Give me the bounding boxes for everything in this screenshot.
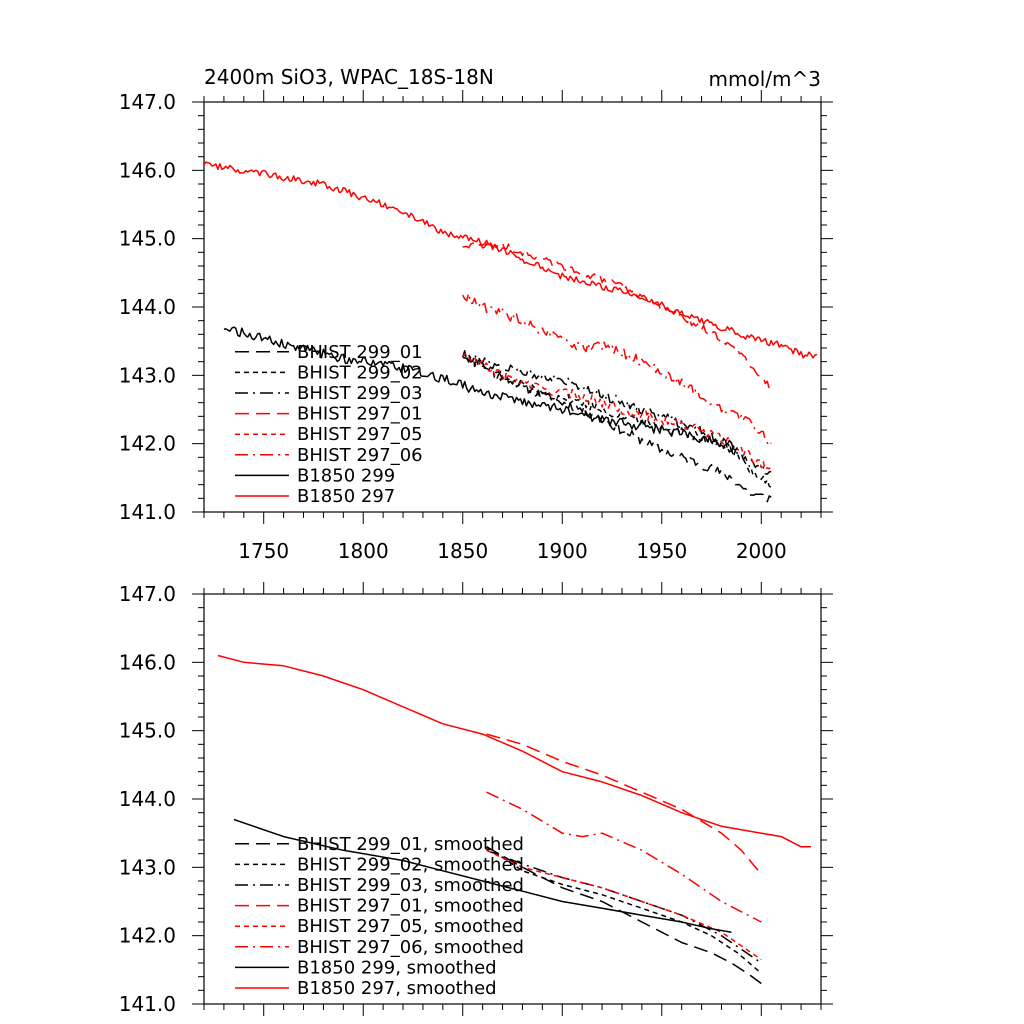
series-line xyxy=(486,849,762,961)
series-line xyxy=(486,849,762,964)
series-line xyxy=(486,791,762,923)
top-panel: 1750 1800 1850 1900 1950 2000 141.0 142.0 143.0 1… xyxy=(119,90,833,563)
x-tick-label: 1800 xyxy=(338,539,389,563)
legend-label: BHIST 297_01, smoothed xyxy=(297,896,524,917)
legend-label: BHIST 297_01 xyxy=(297,404,423,425)
unit-label: mmol/m^3 xyxy=(709,67,821,91)
series-line xyxy=(217,654,811,848)
series-line xyxy=(462,355,772,503)
x-tick-label: 2000 xyxy=(736,539,787,563)
y-tick-label: 145.0 xyxy=(119,227,176,251)
y-tick-label: 142.0 xyxy=(119,924,176,948)
series-line xyxy=(462,292,772,447)
legend-label: BHIST 299_01, smoothed xyxy=(297,834,524,855)
legend-label: B1850 299 xyxy=(297,465,395,486)
y-tick-label: 144.0 xyxy=(119,787,176,811)
legend-label: BHIST 297_06, smoothed xyxy=(297,937,524,958)
legend-label: BHIST 297_05, smoothed xyxy=(297,916,524,937)
y-tick-label: 143.0 xyxy=(119,855,176,879)
chart-title: 2400m SiO3, WPAC_18S-18N xyxy=(204,65,494,89)
x-tick-label: 1950 xyxy=(636,539,687,563)
series-line xyxy=(486,733,762,875)
legend-label: BHIST 299_02 xyxy=(297,362,423,383)
legend-label: BHIST 299_03 xyxy=(297,383,423,404)
series-line xyxy=(462,354,772,489)
legend-label: BHIST 297_06 xyxy=(297,445,423,466)
series-line xyxy=(223,326,739,451)
series-group xyxy=(217,654,811,985)
series-line xyxy=(486,846,762,974)
series-line xyxy=(204,161,818,359)
legend-label: B1850 299, smoothed xyxy=(297,957,497,978)
y-tick-label: 141.0 xyxy=(119,500,176,524)
y-tick-label: 146.0 xyxy=(119,158,176,182)
y-tick-label: 142.0 xyxy=(119,432,176,456)
legend-label: B1850 297 xyxy=(297,486,395,507)
y-tick-label: 147.0 xyxy=(119,90,176,114)
series-line xyxy=(233,818,732,933)
series-group xyxy=(204,161,818,503)
x-tick-label: 1900 xyxy=(537,539,588,563)
legend-label: BHIST 299_01 xyxy=(297,342,423,363)
y-tick-label: 141.0 xyxy=(119,992,176,1016)
series-line xyxy=(462,241,772,391)
series-line xyxy=(486,846,762,985)
y-tick-label: 147.0 xyxy=(119,582,176,606)
y-tick-label: 143.0 xyxy=(119,363,176,387)
series-line xyxy=(461,350,772,475)
legend-label: BHIST 297_05 xyxy=(297,424,423,445)
legend-label: BHIST 299_02, smoothed xyxy=(297,854,524,875)
legend-label: BHIST 299_03, smoothed xyxy=(297,875,524,896)
legend-label: B1850 297, smoothed xyxy=(297,978,497,999)
bottom-panel: 141.0 142.0 143.0 144.0 145.0 146.0 147.0 BHIST… xyxy=(119,582,833,1016)
y-tick-label: 144.0 xyxy=(119,295,176,319)
series-line xyxy=(462,353,772,471)
y-tick-label: 146.0 xyxy=(119,650,176,674)
x-tick-label: 1750 xyxy=(238,539,289,563)
x-tick-label: 1850 xyxy=(437,539,488,563)
y-tick-label: 145.0 xyxy=(119,719,176,743)
